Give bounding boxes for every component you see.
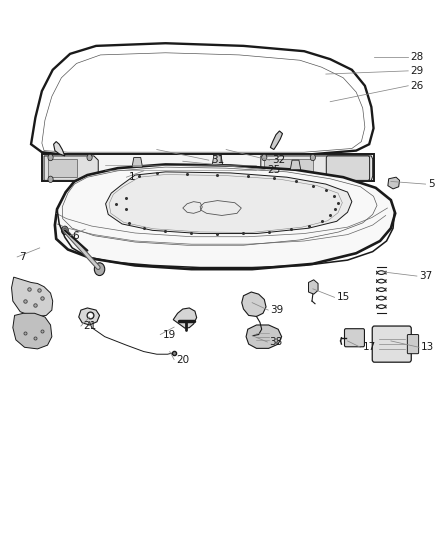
Polygon shape bbox=[246, 325, 282, 349]
Polygon shape bbox=[242, 292, 266, 317]
Text: 17: 17 bbox=[363, 342, 376, 352]
Polygon shape bbox=[42, 154, 374, 181]
Polygon shape bbox=[264, 159, 313, 177]
Text: 37: 37 bbox=[419, 271, 432, 281]
Polygon shape bbox=[290, 160, 301, 169]
Text: 31: 31 bbox=[211, 155, 224, 165]
Text: 20: 20 bbox=[176, 354, 189, 365]
FancyBboxPatch shape bbox=[345, 329, 364, 347]
Polygon shape bbox=[44, 156, 98, 180]
Circle shape bbox=[87, 155, 92, 161]
Text: 1: 1 bbox=[129, 172, 135, 182]
Text: 21: 21 bbox=[83, 321, 96, 331]
Polygon shape bbox=[132, 158, 142, 167]
Circle shape bbox=[61, 226, 68, 235]
Circle shape bbox=[48, 176, 53, 182]
FancyBboxPatch shape bbox=[326, 156, 370, 180]
Polygon shape bbox=[270, 131, 283, 150]
Text: 5: 5 bbox=[428, 179, 434, 189]
Text: 13: 13 bbox=[421, 342, 434, 352]
Circle shape bbox=[310, 176, 315, 182]
Text: 19: 19 bbox=[162, 329, 176, 340]
Text: 7: 7 bbox=[19, 252, 26, 262]
Circle shape bbox=[261, 176, 267, 182]
Text: 32: 32 bbox=[272, 155, 285, 165]
Circle shape bbox=[261, 155, 267, 161]
FancyBboxPatch shape bbox=[372, 326, 411, 362]
Text: 25: 25 bbox=[267, 165, 281, 175]
Text: 28: 28 bbox=[410, 52, 424, 61]
FancyBboxPatch shape bbox=[407, 335, 419, 354]
Text: 29: 29 bbox=[410, 66, 424, 76]
Text: 38: 38 bbox=[269, 337, 283, 347]
Polygon shape bbox=[261, 156, 373, 180]
Polygon shape bbox=[79, 308, 99, 325]
Circle shape bbox=[94, 263, 105, 276]
Text: 39: 39 bbox=[270, 305, 284, 315]
Polygon shape bbox=[212, 155, 223, 165]
Polygon shape bbox=[388, 177, 399, 189]
Polygon shape bbox=[55, 165, 395, 269]
Text: 6: 6 bbox=[72, 231, 79, 241]
Polygon shape bbox=[53, 142, 65, 156]
Circle shape bbox=[310, 155, 315, 161]
Polygon shape bbox=[308, 280, 318, 294]
Polygon shape bbox=[13, 313, 52, 349]
Polygon shape bbox=[47, 159, 77, 177]
Polygon shape bbox=[173, 308, 197, 328]
Text: 26: 26 bbox=[410, 81, 424, 91]
Text: 15: 15 bbox=[337, 292, 350, 302]
Polygon shape bbox=[11, 277, 53, 317]
Polygon shape bbox=[106, 172, 352, 233]
Circle shape bbox=[48, 155, 53, 161]
Circle shape bbox=[87, 176, 92, 182]
